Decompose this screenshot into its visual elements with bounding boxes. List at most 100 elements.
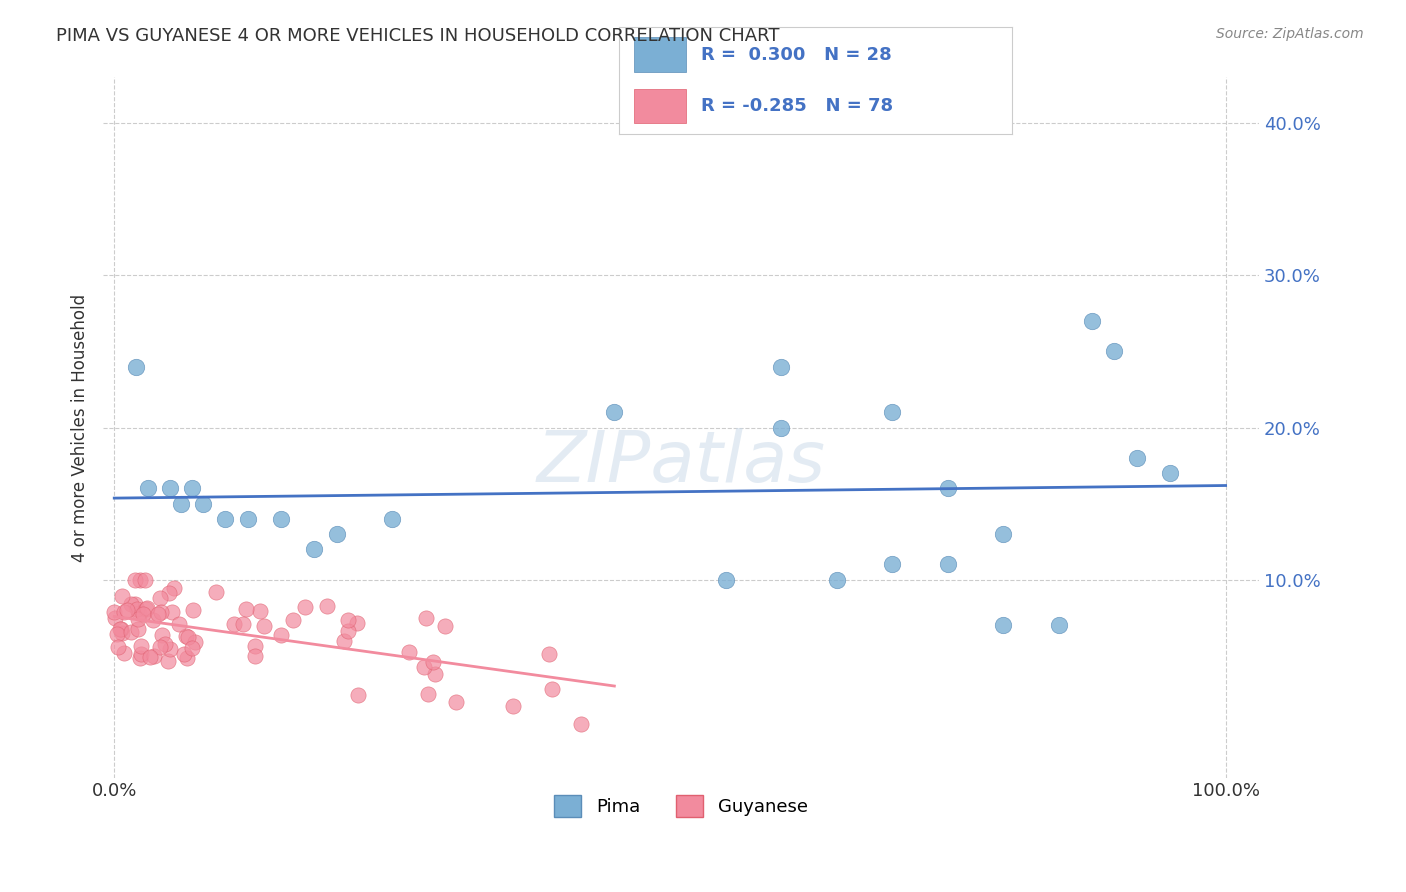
- Point: [770, 420, 793, 434]
- Point: [413, 659, 436, 673]
- Point: [127, 601, 149, 615]
- Point: [120, 624, 142, 639]
- Legend: Pima, Guyanese: Pima, Guyanese: [547, 788, 815, 824]
- Point: [111, 626, 134, 640]
- Point: [159, 482, 181, 496]
- Point: [142, 613, 165, 627]
- Point: [993, 527, 1015, 541]
- Point: [174, 628, 197, 642]
- Point: [1104, 344, 1126, 359]
- Point: [163, 581, 186, 595]
- Point: [294, 599, 316, 614]
- Point: [936, 482, 959, 496]
- Point: [1159, 466, 1181, 480]
- Point: [569, 717, 592, 731]
- Point: [181, 603, 204, 617]
- Point: [156, 654, 179, 668]
- Text: ZIPatlas: ZIPatlas: [537, 428, 825, 497]
- Point: [142, 648, 165, 663]
- Point: [603, 405, 626, 419]
- Point: [336, 624, 359, 638]
- Point: [191, 497, 214, 511]
- Point: [825, 573, 848, 587]
- Point: [243, 639, 266, 653]
- Text: R = -0.285   N = 78: R = -0.285 N = 78: [702, 97, 893, 115]
- Point: [1047, 618, 1070, 632]
- Point: [110, 623, 132, 637]
- Point: [347, 688, 370, 702]
- Text: Source: ZipAtlas.com: Source: ZipAtlas.com: [1216, 27, 1364, 41]
- Point: [181, 482, 204, 496]
- Point: [346, 616, 368, 631]
- Point: [124, 597, 146, 611]
- Point: [381, 512, 404, 526]
- Point: [136, 482, 159, 496]
- Point: [770, 359, 793, 374]
- Point: [232, 616, 254, 631]
- Point: [127, 612, 149, 626]
- Point: [148, 607, 170, 621]
- Point: [243, 649, 266, 664]
- Point: [131, 607, 153, 621]
- Point: [134, 573, 156, 587]
- Point: [103, 606, 125, 620]
- Point: [270, 512, 292, 526]
- Point: [283, 614, 305, 628]
- Point: [337, 613, 360, 627]
- FancyBboxPatch shape: [634, 89, 686, 123]
- Point: [249, 604, 271, 618]
- Point: [270, 627, 292, 641]
- Point: [993, 618, 1015, 632]
- Point: [135, 602, 157, 616]
- Point: [235, 602, 257, 616]
- Point: [422, 655, 444, 669]
- Point: [159, 641, 181, 656]
- Point: [181, 640, 204, 655]
- Point: [129, 639, 152, 653]
- Point: [139, 650, 162, 665]
- Point: [124, 573, 146, 587]
- Point: [540, 681, 562, 696]
- Point: [125, 359, 148, 374]
- Point: [152, 628, 174, 642]
- Point: [160, 605, 183, 619]
- Point: [882, 405, 904, 419]
- Point: [128, 650, 150, 665]
- Point: [177, 630, 200, 644]
- Point: [108, 622, 131, 636]
- Point: [224, 617, 246, 632]
- Point: [149, 591, 172, 605]
- Text: PIMA VS GUYANESE 4 OR MORE VEHICLES IN HOUSEHOLD CORRELATION CHART: PIMA VS GUYANESE 4 OR MORE VEHICLES IN H…: [56, 27, 780, 45]
- Point: [502, 699, 524, 714]
- Text: R =  0.300   N = 28: R = 0.300 N = 28: [702, 45, 891, 63]
- Point: [120, 597, 142, 611]
- Point: [1081, 314, 1104, 328]
- Point: [155, 637, 177, 651]
- Point: [173, 647, 195, 661]
- Point: [253, 619, 276, 633]
- Point: [129, 573, 152, 587]
- Point: [214, 512, 236, 526]
- Point: [398, 645, 420, 659]
- Point: [444, 695, 467, 709]
- Point: [104, 611, 127, 625]
- Point: [167, 616, 190, 631]
- Point: [882, 558, 904, 572]
- Point: [315, 599, 337, 614]
- Point: [107, 640, 129, 654]
- Point: [115, 603, 138, 617]
- Point: [418, 687, 440, 701]
- Point: [204, 584, 226, 599]
- Point: [325, 527, 347, 541]
- Point: [149, 605, 172, 619]
- Point: [433, 619, 456, 633]
- Point: [131, 648, 153, 662]
- Y-axis label: 4 or more Vehicles in Household: 4 or more Vehicles in Household: [72, 293, 89, 562]
- Point: [105, 627, 128, 641]
- Point: [128, 606, 150, 620]
- Point: [112, 646, 135, 660]
- Point: [236, 512, 259, 526]
- Point: [714, 573, 737, 587]
- Point: [149, 640, 172, 654]
- Point: [1125, 450, 1147, 465]
